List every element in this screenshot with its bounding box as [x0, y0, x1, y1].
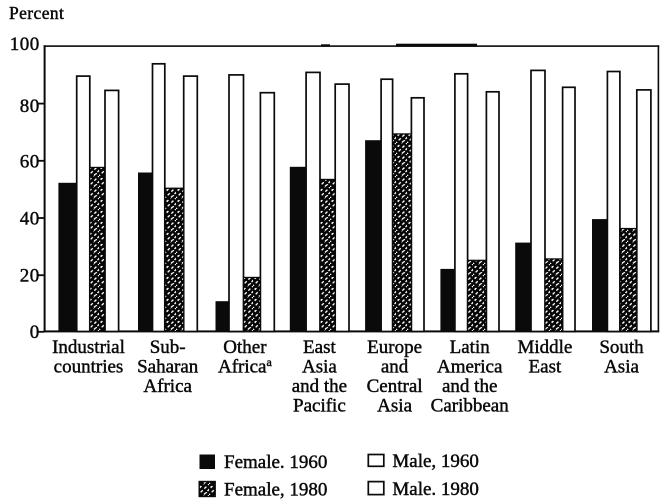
- svg-text:Asia: Asia: [604, 357, 639, 378]
- svg-text:Female, 1980: Female, 1980: [224, 480, 327, 501]
- svg-text:0: 0: [30, 322, 40, 343]
- svg-text:Asia: Asia: [302, 357, 337, 378]
- svg-text:Pacific: Pacific: [293, 396, 346, 417]
- svg-text:Africa: Africa: [143, 376, 192, 397]
- svg-text:20: 20: [20, 266, 40, 287]
- svg-text:South: South: [599, 337, 644, 358]
- svg-text:Percent: Percent: [9, 3, 64, 23]
- svg-text:Sub-: Sub-: [150, 337, 186, 358]
- svg-text:America: America: [437, 357, 503, 378]
- svg-text:Africaa: Africaa: [218, 355, 273, 378]
- svg-text:60: 60: [20, 152, 40, 173]
- svg-text:and: and: [381, 357, 409, 378]
- svg-text:Other: Other: [223, 337, 267, 358]
- svg-text:Latin: Latin: [450, 337, 491, 358]
- svg-text:Saharan: Saharan: [137, 357, 199, 378]
- svg-text:countries: countries: [54, 357, 124, 378]
- svg-text:East: East: [529, 357, 562, 378]
- svg-text:and the: and the: [442, 376, 497, 397]
- svg-text:Middle: Middle: [517, 337, 572, 358]
- svg-text:Central: Central: [367, 376, 423, 397]
- svg-text:Male, 1960: Male, 1960: [392, 451, 479, 472]
- svg-text:40: 40: [20, 209, 40, 230]
- svg-text:Male. 1980: Male. 1980: [392, 479, 479, 500]
- svg-text:Industrial: Industrial: [52, 337, 125, 358]
- svg-text:Caribbean: Caribbean: [431, 396, 510, 417]
- svg-text:80: 80: [20, 96, 40, 117]
- svg-text:and the: and the: [292, 376, 347, 397]
- svg-text:Europe: Europe: [367, 337, 422, 358]
- svg-text:100: 100: [10, 34, 40, 55]
- svg-text:Asia: Asia: [377, 396, 412, 417]
- svg-text:Female. 1960: Female. 1960: [224, 452, 327, 473]
- svg-text:East: East: [303, 337, 336, 358]
